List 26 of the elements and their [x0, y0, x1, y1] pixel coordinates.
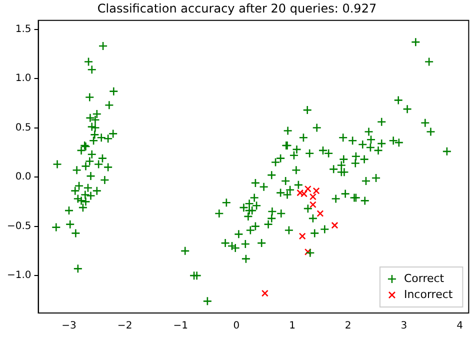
y-tick-label: 0.5 — [15, 122, 32, 134]
point — [261, 290, 268, 297]
point — [312, 187, 320, 194]
x-tick-label: 4 — [456, 320, 463, 332]
legend-label: Incorrect — [404, 288, 454, 301]
point — [298, 232, 306, 240]
y-tick-label: 0.0 — [15, 172, 32, 183]
point — [331, 222, 338, 229]
x-tick-label: 1 — [289, 320, 296, 332]
point — [304, 248, 312, 256]
x-tick-label: −3 — [62, 320, 76, 332]
x-tick-label: −1 — [173, 320, 188, 332]
x-tick-label: 3 — [400, 320, 408, 332]
x-tick-label: 0 — [233, 320, 240, 332]
y-tick-label: 1.5 — [15, 24, 32, 35]
y-tick-label: −0.5 — [6, 220, 32, 232]
point — [304, 185, 312, 192]
legend-label: Correct — [404, 272, 445, 285]
x-tick-label: −2 — [117, 320, 132, 332]
y-tick-label: 1.0 — [15, 73, 32, 84]
point — [296, 189, 304, 196]
chart-title: Classification accuracy after 20 queries: 0.927 — [97, 1, 377, 16]
x-tick-label: 2 — [344, 320, 352, 332]
point — [316, 210, 324, 217]
y-tick-label: −1.0 — [6, 270, 32, 282]
point — [300, 190, 308, 198]
